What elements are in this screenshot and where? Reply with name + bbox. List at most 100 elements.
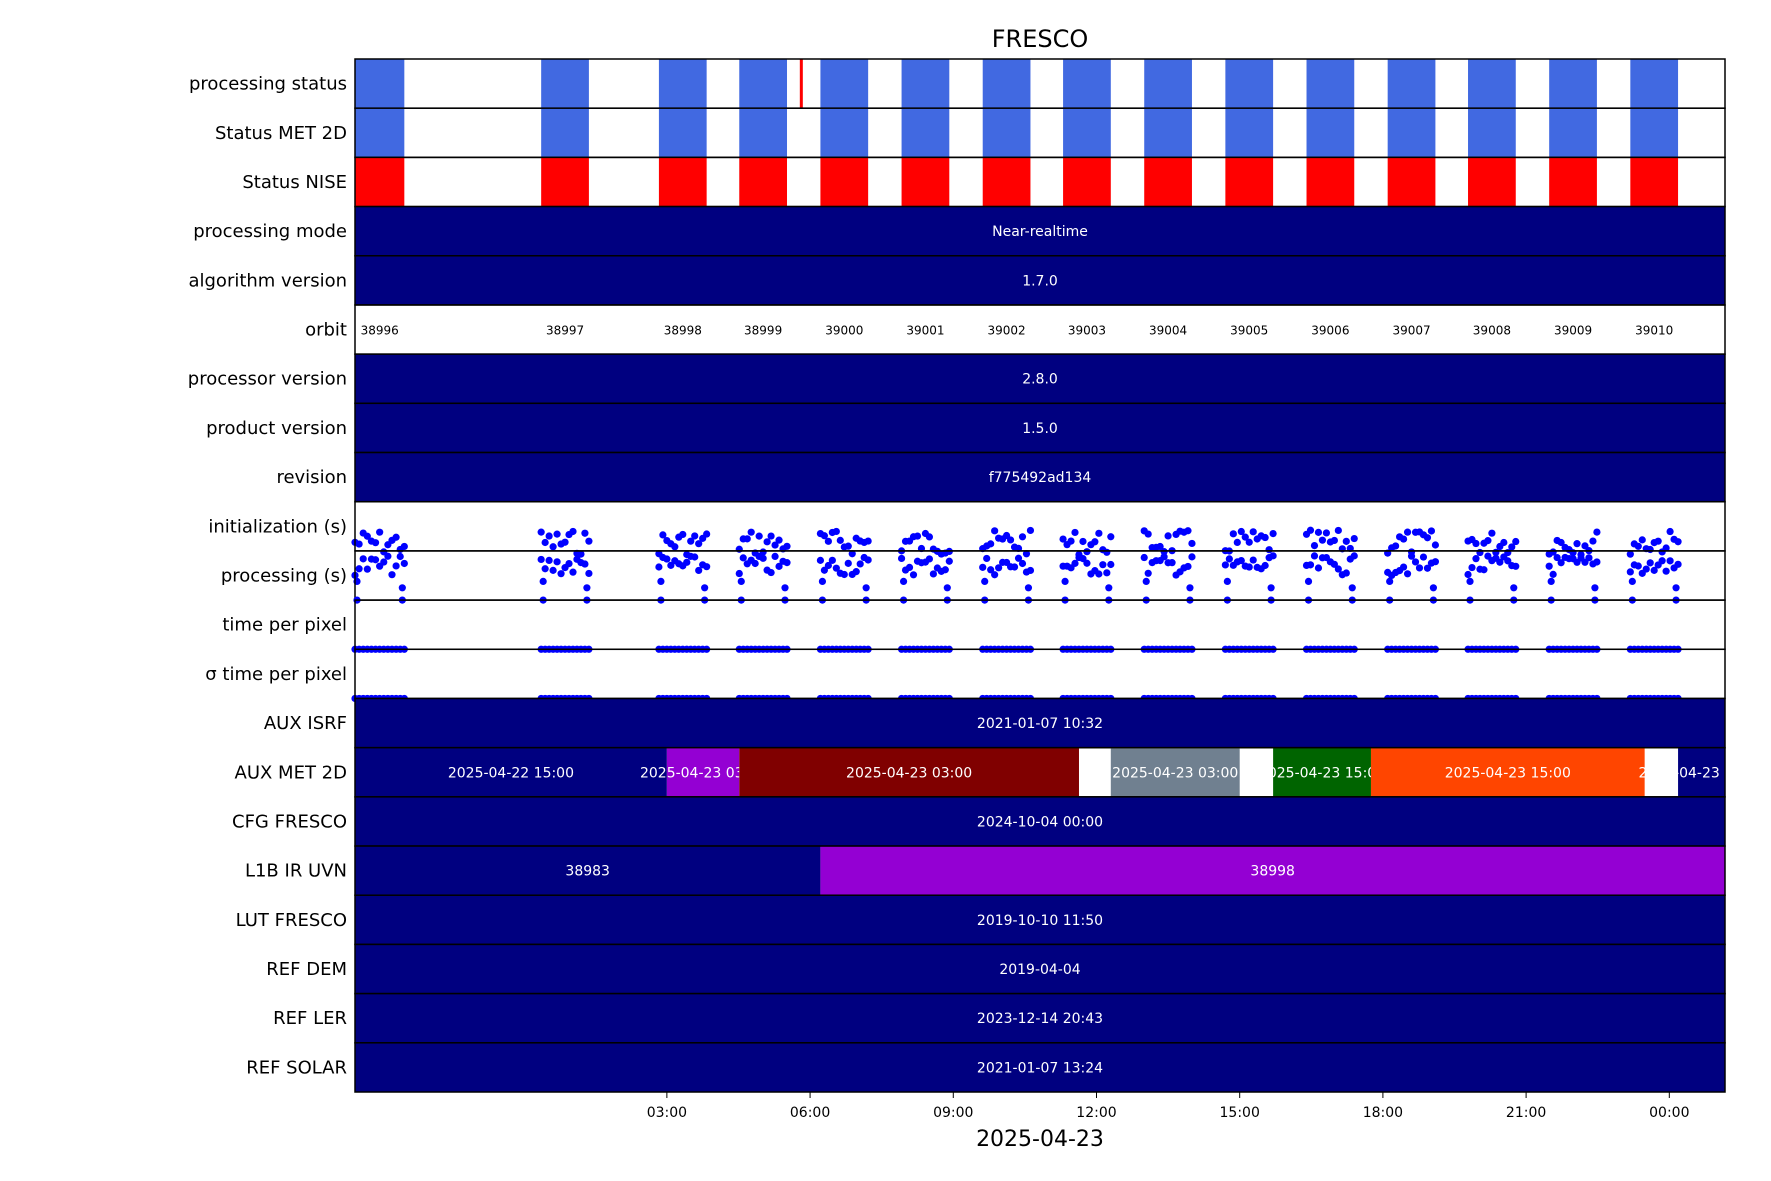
data-point bbox=[1342, 537, 1350, 545]
status-bar bbox=[1306, 108, 1355, 158]
status-bar bbox=[1468, 157, 1516, 207]
data-point bbox=[1666, 557, 1674, 565]
data-point bbox=[400, 559, 408, 568]
data-point bbox=[545, 556, 553, 565]
data-point bbox=[1512, 562, 1520, 570]
data-point bbox=[1557, 538, 1565, 547]
data-point bbox=[755, 532, 763, 540]
x-tick-label: 21:00 bbox=[1506, 1105, 1546, 1121]
row-label: REF SOLAR bbox=[246, 1057, 347, 1078]
x-tick-label: 12:00 bbox=[1076, 1105, 1116, 1121]
data-point bbox=[687, 537, 695, 545]
band-segment bbox=[355, 403, 1725, 453]
row-label: product version bbox=[206, 418, 347, 439]
row-label: time per pixel bbox=[222, 615, 347, 636]
orbit-label: 38998 bbox=[664, 324, 702, 338]
band-segment bbox=[355, 452, 1725, 502]
data-point bbox=[1626, 550, 1634, 558]
row-ref-ler: 2023-12-14 20:43 bbox=[355, 993, 1725, 1043]
data-point bbox=[983, 554, 991, 563]
orbit-label: 39010 bbox=[1635, 324, 1673, 338]
scatter-points bbox=[351, 552, 1682, 592]
data-point bbox=[1342, 569, 1350, 577]
data-point bbox=[392, 533, 400, 541]
band-segment bbox=[739, 747, 1079, 797]
data-point bbox=[363, 565, 371, 573]
x-tick-label: 06:00 bbox=[790, 1105, 830, 1121]
data-point bbox=[1105, 584, 1113, 592]
data-point bbox=[836, 536, 844, 544]
data-point bbox=[1330, 536, 1338, 545]
data-point bbox=[1245, 538, 1253, 546]
data-point bbox=[355, 540, 363, 548]
data-point bbox=[1662, 567, 1670, 575]
row-label: algorithm version bbox=[188, 270, 347, 291]
data-point bbox=[1237, 527, 1245, 536]
data-point bbox=[1010, 563, 1019, 571]
row-label: CFG FRESCO bbox=[232, 811, 347, 832]
data-point bbox=[1626, 568, 1634, 576]
x-tick-label: 09:00 bbox=[933, 1105, 973, 1121]
data-point bbox=[1573, 540, 1581, 548]
data-point bbox=[396, 552, 404, 561]
data-point bbox=[537, 555, 545, 564]
data-point bbox=[1488, 529, 1496, 537]
data-point bbox=[1350, 552, 1358, 560]
data-point bbox=[1310, 552, 1319, 560]
band-label: 2019-10-10 11:50 bbox=[977, 913, 1103, 929]
status-bar bbox=[355, 59, 405, 109]
data-point bbox=[1184, 527, 1192, 535]
orbit-label: 38999 bbox=[744, 324, 782, 338]
band-label: 2024-10-04 00:00 bbox=[977, 814, 1103, 830]
orbit-label: 39004 bbox=[1149, 324, 1187, 338]
row-status-nise bbox=[355, 157, 1679, 207]
data-point bbox=[824, 537, 832, 545]
status-bar bbox=[1387, 157, 1436, 207]
data-point bbox=[1484, 537, 1492, 545]
band-segment bbox=[355, 993, 1725, 1043]
data-point bbox=[1464, 570, 1472, 579]
data-point bbox=[1140, 553, 1148, 562]
data-point bbox=[1591, 584, 1599, 592]
status-bar bbox=[982, 59, 1031, 109]
status-bar bbox=[901, 108, 950, 158]
data-point bbox=[1674, 538, 1682, 546]
row-label: REF DEM bbox=[266, 959, 347, 980]
row-ref-solar: 2021-01-07 13:24 bbox=[355, 1042, 1725, 1092]
data-point bbox=[1168, 559, 1176, 567]
data-point bbox=[1508, 543, 1516, 551]
data-point bbox=[1545, 562, 1553, 570]
orbit-label: 39008 bbox=[1473, 324, 1511, 338]
data-point bbox=[1160, 553, 1168, 561]
data-point bbox=[783, 559, 791, 567]
data-point bbox=[557, 570, 565, 578]
status-bar bbox=[541, 59, 589, 109]
data-point bbox=[683, 558, 691, 566]
data-point bbox=[1403, 528, 1412, 536]
data-point bbox=[355, 565, 363, 573]
data-point bbox=[569, 568, 577, 576]
data-point bbox=[1233, 538, 1241, 546]
band-segment bbox=[355, 698, 1725, 748]
data-point bbox=[583, 584, 591, 592]
chart-title: FRESCO bbox=[992, 25, 1089, 53]
data-point bbox=[1557, 559, 1565, 567]
row-status-met-2d bbox=[355, 108, 1679, 158]
data-point bbox=[767, 532, 775, 540]
band-label: 38998 bbox=[1250, 864, 1295, 880]
data-point bbox=[1103, 569, 1111, 577]
data-point bbox=[1348, 584, 1356, 592]
data-point bbox=[925, 533, 934, 541]
data-point bbox=[1184, 562, 1192, 571]
data-point bbox=[771, 552, 779, 560]
data-point bbox=[363, 532, 371, 540]
data-point bbox=[1144, 530, 1152, 538]
data-point bbox=[1431, 541, 1440, 549]
data-point bbox=[1411, 558, 1420, 566]
data-point bbox=[943, 584, 951, 592]
data-point bbox=[820, 532, 828, 540]
band-segment bbox=[355, 747, 667, 797]
band-label: 1.7.0 bbox=[1022, 273, 1058, 289]
row-label: processing status bbox=[189, 74, 347, 95]
